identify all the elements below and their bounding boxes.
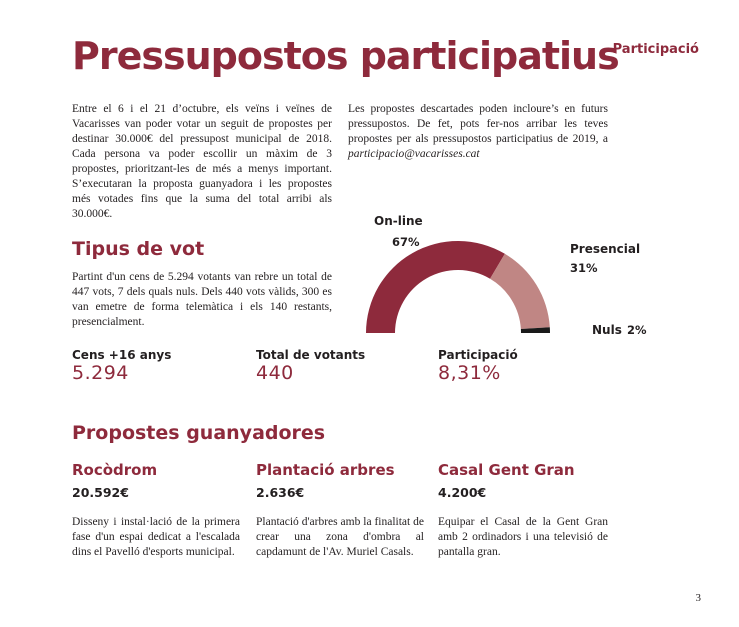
stat-value: 440: [256, 362, 294, 384]
stat-value: 5.294: [72, 362, 129, 384]
vote-type-heading: Tipus de vot: [72, 238, 205, 260]
stat-value: 8,31%: [438, 362, 501, 384]
intro-paragraph-1: Entre el 6 i el 21 d’octubre, els veïns …: [72, 103, 332, 220]
winners-heading: Propostes guanyadores: [72, 422, 326, 444]
chart-label-presencial: Presencial: [570, 242, 641, 256]
chart-label-nuls: Nuls: [592, 323, 622, 337]
chart-slice-on-line: [366, 241, 505, 333]
chart-value-nuls: 2%: [626, 323, 647, 337]
winner-description: Disseny i instal·lació de la primera fas…: [72, 516, 240, 558]
winner-name: Rocòdrom: [72, 461, 158, 479]
email-address: participacio@vacarisses.cat: [348, 148, 480, 160]
winner-amount: 2.636€: [256, 485, 305, 500]
intro-paragraph-2: Les propostes descartades poden incloure…: [348, 102, 608, 162]
vote-type-chart: [366, 241, 550, 333]
winner-amount: 4.200€: [438, 485, 487, 500]
winner-description: Plantació d'arbres amb la finalitat de c…: [256, 516, 424, 558]
chart-value-online: 67%: [392, 235, 420, 249]
stat-participation: Participació 8,31%: [438, 348, 518, 384]
winner-name: Casal Gent Gran: [438, 461, 575, 479]
chart-label-online: On-line: [374, 214, 423, 228]
winner-card-rocodrom: Rocòdrom 20.592€ Disseny i instal·lació …: [72, 461, 240, 560]
chart-slice-nuls: [520, 327, 550, 333]
stat-census: Cens +16 anys 5.294: [72, 348, 171, 384]
stat-voters: Total de votants 440: [256, 348, 365, 384]
winner-card-casal: Casal Gent Gran 4.200€ Equipar el Casal …: [438, 461, 608, 560]
winner-description: Equipar el Casal de la Gent Gran amb 2 o…: [438, 516, 608, 558]
winner-card-arbres: Plantació arbres 2.636€ Plantació d'arbr…: [256, 461, 424, 560]
page-title: Pressupostos participatius: [72, 34, 620, 78]
winner-name: Plantació arbres: [256, 461, 395, 479]
chart-value-presencial: 31%: [570, 261, 598, 275]
stat-label: Total de votants: [256, 348, 366, 362]
stat-label: Participació: [438, 348, 518, 362]
chart-slice-presencial: [490, 253, 550, 330]
intro-paragraph-2-text: Les propostes descartades poden incloure…: [348, 103, 608, 145]
page-number: 3: [695, 592, 702, 604]
section-tag: Participació: [612, 42, 699, 57]
stat-label: Cens +16 anys: [72, 348, 172, 362]
winner-amount: 20.592€: [72, 485, 129, 500]
chart-nuls-group: Nuls 2%: [592, 319, 646, 338]
vote-type-paragraph: Partint d'un cens de 5.294 votants van r…: [72, 271, 332, 328]
